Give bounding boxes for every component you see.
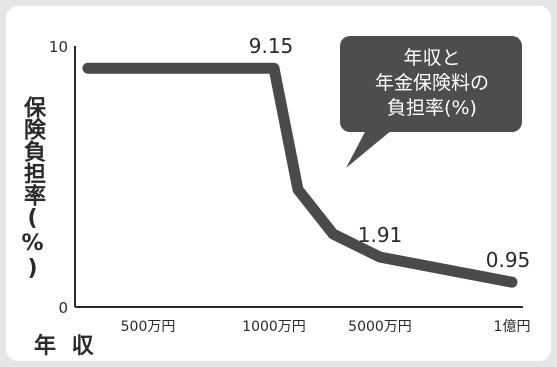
x-axis-label: 年 収 <box>34 334 98 359</box>
series-line <box>82 62 518 288</box>
x-tick-label: 5000万円 <box>348 319 412 335</box>
callout-pointer <box>346 130 392 168</box>
y-tick-label: 0 <box>58 299 68 317</box>
y-tick-label: 10 <box>49 38 68 56</box>
x-tick-label: 1億円 <box>494 319 531 335</box>
callout-line: 年金保険料の <box>374 72 489 94</box>
callout-box <box>340 36 522 132</box>
data-label: 0.95 <box>486 248 531 272</box>
callout <box>340 36 522 168</box>
data-label: 1.91 <box>358 223 403 247</box>
x-ticks: 500万円 1000万円 5000万円 1億円 <box>121 319 531 335</box>
callout-line: 負担率(%) <box>387 97 477 119</box>
y-axis-label: 保険負担率(%) <box>20 96 45 281</box>
callout-line: 年収と <box>403 47 461 69</box>
data-label: 9.15 <box>249 34 294 58</box>
x-tick-label: 500万円 <box>121 319 176 335</box>
x-tick-label: 1000万円 <box>242 319 306 335</box>
callout-text: 年収と 年金保険料の 負担率(%) <box>342 46 522 121</box>
